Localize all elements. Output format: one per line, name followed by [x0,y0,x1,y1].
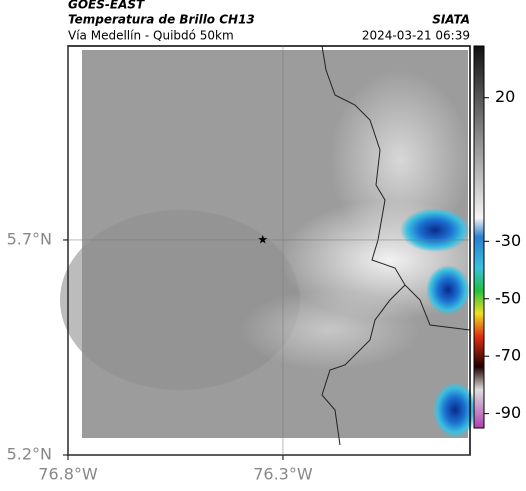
title: Temperatura de Brillo CH13 [68,13,255,27]
y-tick-label: 5.2°N [7,445,52,464]
imagery [60,45,500,456]
colorbar [473,45,485,429]
colorbar-label: -90 [495,403,521,422]
source: GOES-EAST [68,0,145,12]
subtitle: Vía Medellín - Quibdó 50km [68,29,234,43]
colorbar-label: 20 [495,87,515,106]
location-marker: ★ [257,232,268,246]
colorbar-label: -50 [495,288,521,307]
colorbar-label: -30 [495,231,521,250]
agency: SIATA [432,13,470,27]
timestamp: 2024-03-21 06:39 [362,29,470,43]
x-tick-label: 76.8°W [38,465,98,484]
border-line [321,45,471,446]
colorbar-label: -70 [495,346,521,365]
y-tick-label: 5.7°N [7,229,52,248]
x-tick-label: 76.3°W [253,465,313,484]
